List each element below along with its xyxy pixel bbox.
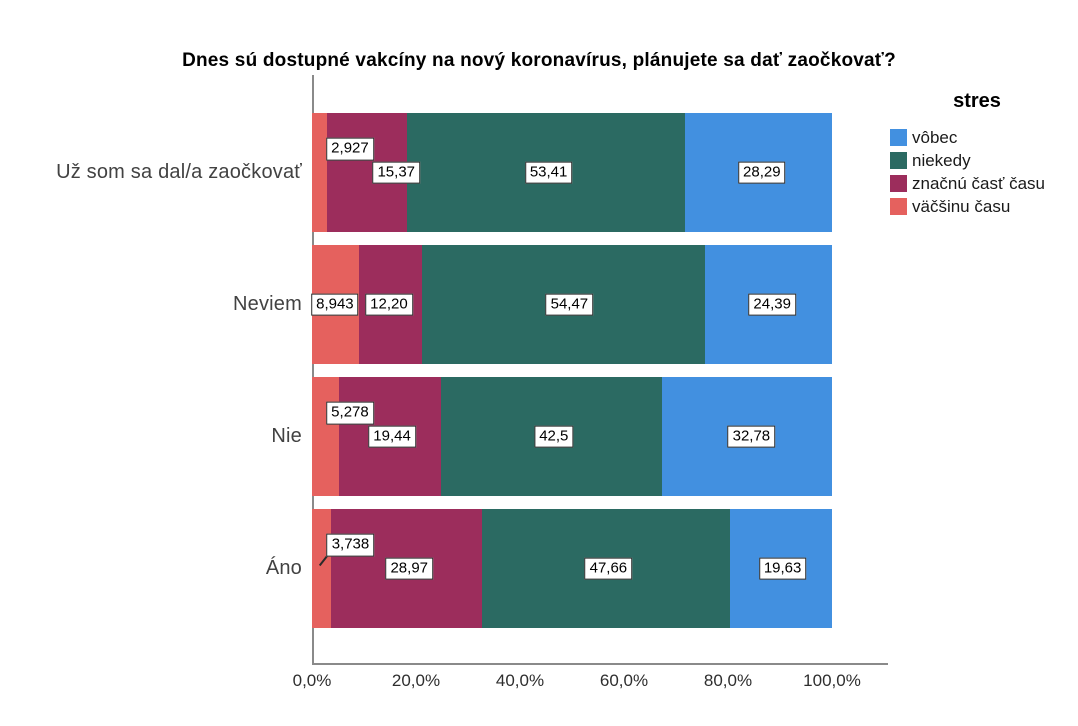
x-tick-label-2: 40,0% — [495, 671, 545, 690]
legend-label-v-inu-asu: väčšinu času — [912, 196, 1011, 216]
legend-label-niekedy: niekedy — [912, 150, 971, 170]
category-label-u-som-sa-dal-a-zao-kova-: Už som sa dal/a zaočkovať — [56, 161, 302, 183]
data-label-niekedy: 53,41 — [524, 161, 573, 184]
category-label-neviem: Neviem — [233, 293, 302, 315]
legend-label-v-bec: vôbec — [912, 127, 958, 147]
legend-swatch-zna-n-as-asu — [890, 175, 907, 192]
stacked-bar--no: 3,738 28,97 47,66 19,63 — [312, 509, 832, 628]
legend-items: vôbec niekedy značnú časť času väčšinu času — [890, 126, 1076, 218]
data-label-niekedy: 42,5 — [534, 425, 574, 448]
chart-title: Dnes sú dostupné vakcíny na nový koronav… — [182, 50, 896, 71]
segment-v-inu-asu — [312, 509, 332, 628]
legend-title: stres — [953, 90, 1001, 112]
x-tick-label-4: 80,0% — [703, 671, 753, 690]
plot-area: 2,927 15,37 53,41 28,29 8,943 12,20 54,47 24,39… — [311, 76, 832, 663]
data-label-niekedy: 54,47 — [545, 293, 594, 316]
x-tick-label-3: 60,0% — [599, 671, 649, 690]
data-label-v-inu-asu: 3,738 — [326, 533, 375, 557]
legend-swatch-v-inu-asu — [890, 198, 907, 215]
legend-item-zna-n-as-asu: značnú časť času — [890, 172, 1076, 195]
legend: stres vôbec niekedy značnú časť času väčšin… — [890, 90, 1076, 218]
legend-swatch-niekedy — [890, 152, 907, 169]
stacked-bar-nie: 5,278 19,44 42,5 32,78 — [312, 377, 832, 496]
data-label-zna-n-as-asu: 15,37 — [372, 161, 421, 184]
data-label-zna-n-as-asu: 28,97 — [385, 557, 434, 580]
segment-v-inu-asu — [312, 113, 328, 232]
x-tick-label-1: 20,0% — [391, 671, 441, 690]
data-label-zna-n-as-asu: 19,44 — [368, 425, 416, 448]
y-axis-line — [312, 75, 314, 663]
legend-swatch-v-bec — [890, 129, 907, 146]
data-label-v-inu-asu: 2,927 — [326, 137, 374, 161]
segment-v-inu-asu — [312, 377, 340, 496]
category-label-nie: Nie — [271, 425, 302, 447]
data-label-v-bec: 28,29 — [738, 161, 786, 184]
x-tick-label-0: 0,0% — [292, 671, 332, 690]
legend-label-zna-n-as-asu: značnú časť času — [912, 173, 1046, 193]
x-axis-line — [312, 663, 888, 665]
legend-item-niekedy: niekedy — [890, 149, 1076, 172]
data-label-v-bec: 32,78 — [727, 425, 776, 448]
data-label-v-inu-asu: 8,943 — [311, 293, 359, 316]
stacked-bar-u-som-sa-dal-a-zao-kova-: 2,927 15,37 53,41 28,29 — [312, 113, 832, 232]
legend-item-v-bec: vôbec — [890, 126, 1076, 149]
category-label--no: Áno — [265, 557, 302, 579]
legend-item-v-inu-asu: väčšinu času — [890, 195, 1076, 218]
data-label-niekedy: 47,66 — [584, 557, 633, 580]
stacked-bar-neviem: 8,943 12,20 54,47 24,39 — [311, 245, 832, 364]
data-label-zna-n-as-asu: 12,20 — [365, 293, 413, 316]
data-label-v-inu-asu: 5,278 — [326, 401, 374, 425]
data-label-v-bec: 19,63 — [758, 557, 807, 580]
x-tick-label-5: 100,0% — [803, 671, 861, 690]
data-label-v-bec: 24,39 — [748, 293, 796, 316]
